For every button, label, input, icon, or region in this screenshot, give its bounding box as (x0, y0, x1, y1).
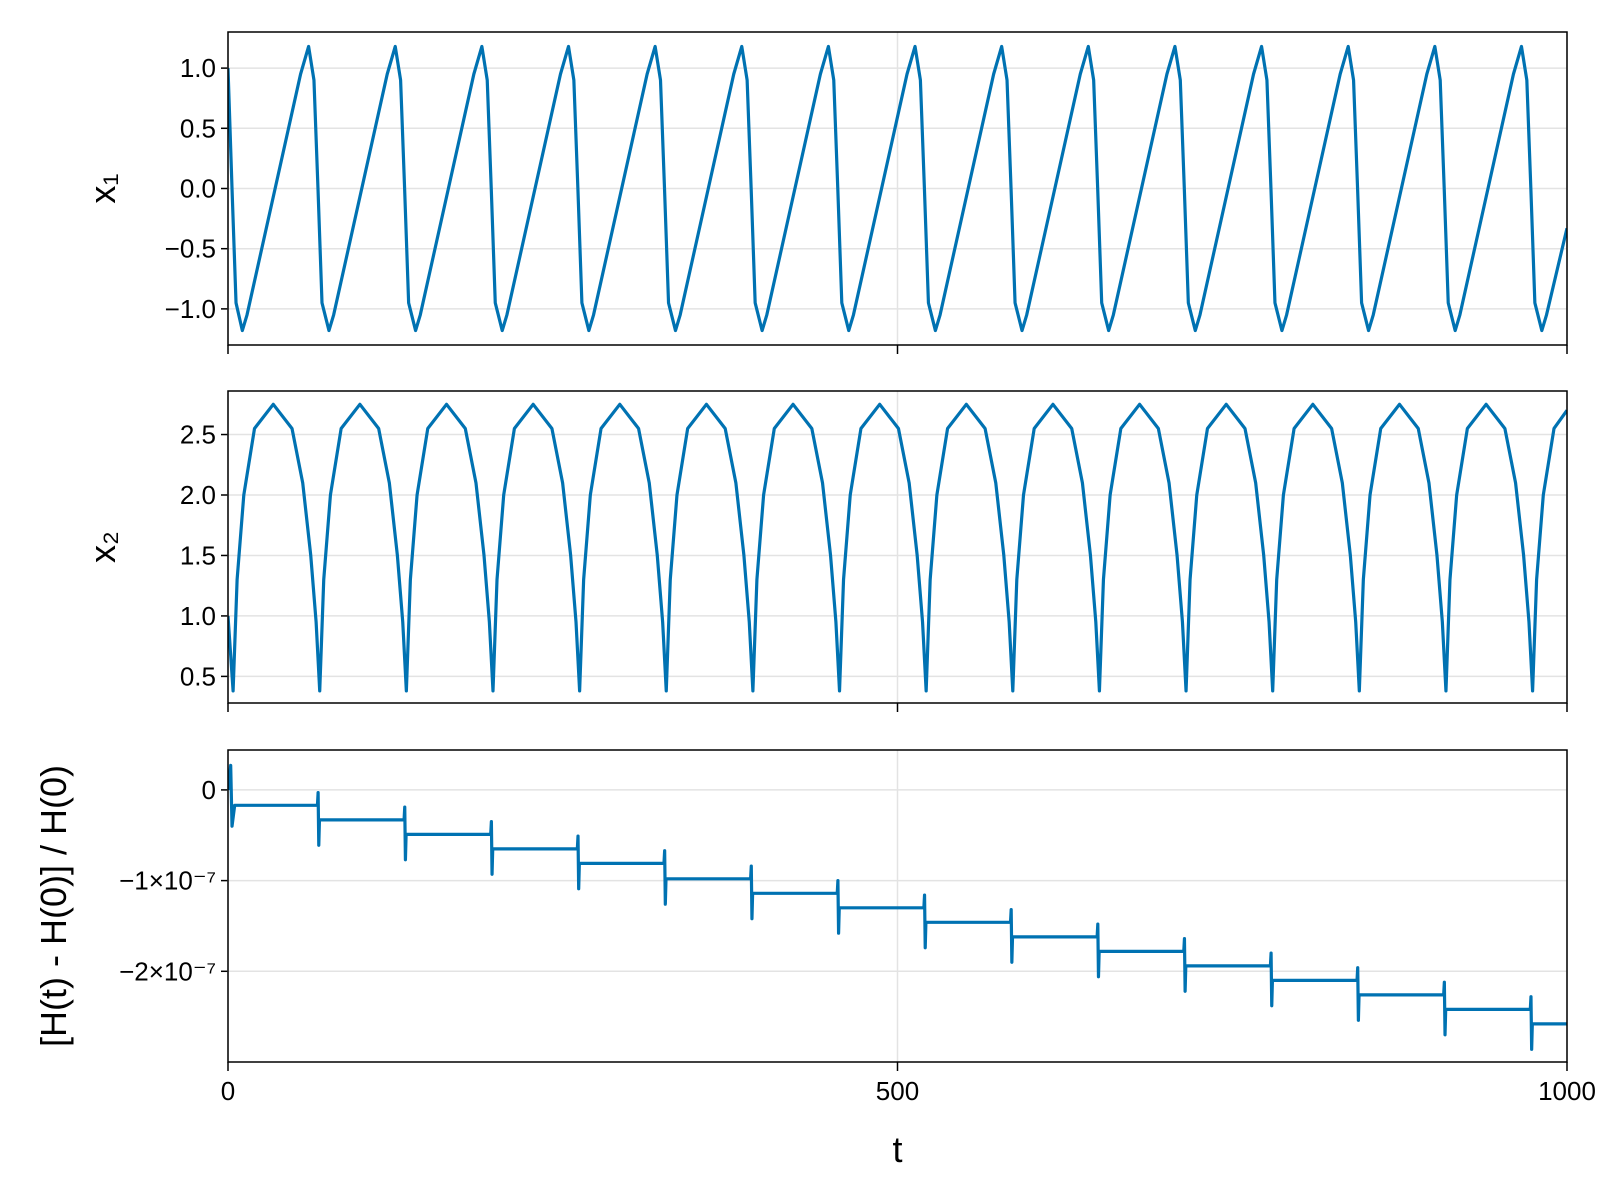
y-tick-label: 0 (202, 775, 216, 805)
y-tick-label: −0.5 (165, 234, 216, 264)
y-tick-label: 1.0 (180, 601, 216, 631)
y-axis-label: x₂ (82, 531, 123, 563)
y-axis-label: x₁ (82, 173, 123, 203)
y-tick-label: 0.0 (180, 174, 216, 204)
y-tick-label: 0.5 (180, 661, 216, 691)
x-tick-label: 500 (876, 1076, 919, 1106)
data-line (228, 402, 1567, 693)
data-line (228, 44, 1567, 333)
axes-frame (227, 31, 1568, 346)
x-tick-label: 1000 (1538, 1076, 1596, 1106)
y-tick-label: −2×10⁻⁷ (119, 956, 216, 986)
y-tick-label: −1.0 (165, 294, 216, 324)
y-tick-label: 0.5 (180, 113, 216, 143)
data-line (228, 763, 1567, 1051)
y-tick-label: 1.0 (180, 53, 216, 83)
y-axis-label: [H(t) - H(0)] / H(0) (33, 765, 74, 1047)
x-axis-label: t (892, 1129, 902, 1170)
y-tick-label: 2.5 (180, 420, 216, 450)
y-tick-label: 1.5 (180, 540, 216, 570)
axes-frame (227, 749, 1568, 1063)
y-tick-label: −1×10⁻⁷ (119, 866, 216, 896)
axes-frame (227, 390, 1568, 704)
y-tick-label: 2.0 (180, 480, 216, 510)
x-tick-label: 0 (221, 1076, 235, 1106)
